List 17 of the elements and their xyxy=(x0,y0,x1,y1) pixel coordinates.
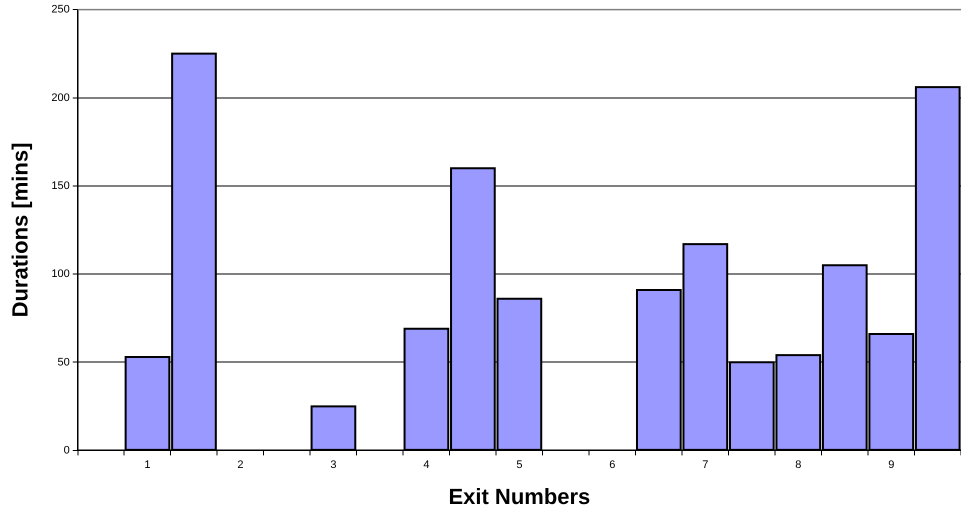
x-tick-label: 6 xyxy=(609,459,616,472)
x-tick-label: 1 xyxy=(144,459,151,472)
y-tick-label: 250 xyxy=(51,4,70,16)
y-tick-label: 200 xyxy=(51,92,70,104)
x-tick-label: 8 xyxy=(795,459,802,472)
x-axis-title: Exit Numbers xyxy=(448,484,590,509)
y-tick-label: 0 xyxy=(64,444,70,456)
y-tick-label: 100 xyxy=(51,268,70,280)
x-tick-label: 3 xyxy=(330,459,336,472)
y-tick-label: 50 xyxy=(58,356,70,368)
x-tick-label: 7 xyxy=(702,459,708,472)
x-tick-label: 2 xyxy=(237,459,244,472)
y-tick-label: 150 xyxy=(51,180,70,192)
x-tick-label: 5 xyxy=(516,459,522,472)
x-tick-label: 4 xyxy=(423,459,430,472)
x-tick-label: 9 xyxy=(888,459,894,472)
y-axis-title: Durations [mins] xyxy=(7,142,32,318)
